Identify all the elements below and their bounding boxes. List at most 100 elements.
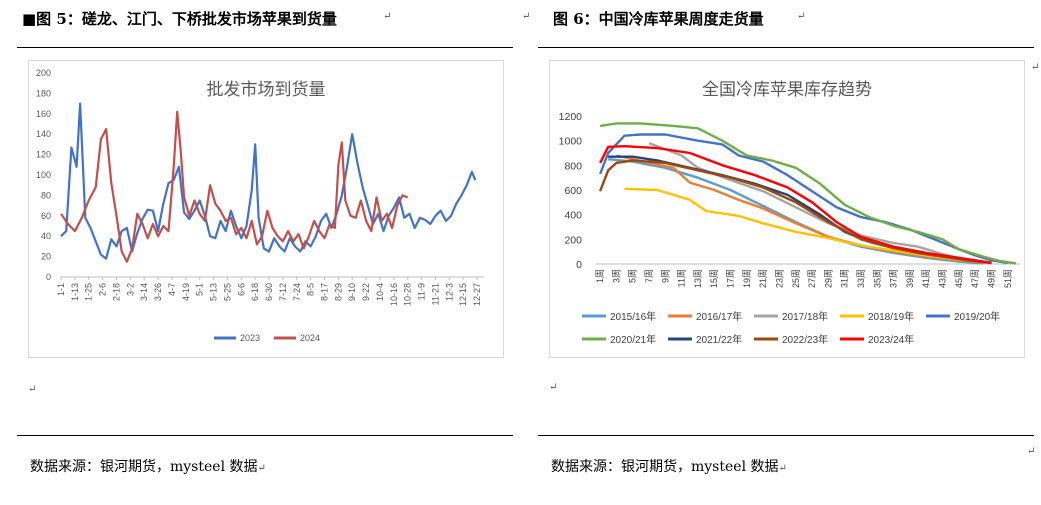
y-tick-label: 600: [564, 185, 582, 197]
x-tick-label: 6-6: [236, 283, 246, 296]
x-tick-label: 15周: [709, 269, 719, 288]
left-source-rule: [17, 435, 513, 436]
legend-label-2015/16年: 2015/16年: [610, 310, 656, 323]
y-tick-label: 140: [36, 129, 51, 139]
y-tick-label: 200: [36, 68, 51, 78]
x-tick-label: 3-2: [125, 283, 135, 296]
x-tick-label: 4-19: [181, 283, 191, 301]
x-tick-label: 49周: [986, 269, 996, 288]
series-line-2016/17年: [616, 154, 984, 264]
x-tick-label: 8-29: [333, 283, 343, 301]
y-tick-label: 800: [564, 160, 582, 172]
y-tick-label: 60: [41, 211, 51, 221]
chart-title: 全国冷库苹果库存趋势: [702, 80, 872, 99]
x-tick-label: 7-12: [278, 283, 288, 301]
series-line-2023: [60, 102, 477, 260]
x-tick-label: 35周: [872, 269, 882, 288]
x-tick-label: 1周: [595, 269, 605, 283]
x-tick-label: 4-7: [167, 283, 177, 296]
x-tick-label: 43周: [938, 269, 948, 288]
x-tick-label: 1-13: [70, 283, 80, 301]
x-tick-label: 13周: [693, 269, 703, 288]
x-tick-label: 3-14: [139, 283, 149, 301]
x-tick-label: 10-28: [403, 283, 413, 306]
series-line-2015/16年: [608, 158, 984, 265]
left-source-text: 数据来源：银河期货，mysteel 数据: [30, 459, 258, 475]
x-tick-label: 3-26: [153, 283, 163, 301]
x-tick-label: 23周: [774, 269, 784, 288]
x-tick-label: 29周: [823, 269, 833, 288]
left-source-note: 数据来源：银河期货，mysteel 数据↵: [30, 459, 266, 475]
legend-label-2016/17年: 2016/17年: [696, 310, 742, 323]
left-paragraph-mark: ↵: [383, 11, 392, 22]
x-tick-label: 47周: [970, 269, 980, 288]
x-tick-label: 45周: [954, 269, 964, 288]
left-chart-frame: 批发市场到货量 0 20 40 60 80 100 120 140 160 180 200 1-1 1-1…: [28, 60, 504, 358]
x-tick-label: 31周: [840, 269, 850, 288]
x-tick-label: 12-3: [444, 283, 454, 301]
y-tick-label: 20: [41, 252, 51, 262]
y-tick-label: 1000: [559, 136, 583, 148]
x-tick-label: 7周: [644, 269, 654, 283]
legend-label-2023/24年: 2023/24年: [868, 333, 914, 346]
y-tick-label: 1200: [559, 111, 583, 123]
right-source-rule-mark: ↵: [1027, 446, 1036, 457]
x-tick-label: 6-30: [264, 283, 274, 301]
x-tick-label: 11-21: [430, 283, 440, 305]
right-paragraph-mark: ↵: [797, 11, 806, 22]
legend-label-2021/22年: 2021/22年: [696, 333, 742, 346]
y-tick-label: 100: [36, 170, 51, 180]
x-tick-label: 7-24: [292, 283, 302, 301]
x-tick-label: 2-18: [111, 283, 121, 301]
right-column-mark: ↵: [522, 11, 531, 22]
x-tick-label: 1-1: [56, 283, 66, 296]
series-line-2023/24年: [599, 144, 992, 264]
legend-label-2020/21年: 2020/21年: [610, 333, 656, 346]
left-empty-paragraph-mark: ↵: [28, 384, 37, 395]
right-frame-mark: ↵: [1031, 62, 1040, 73]
x-tick-label: 11周: [677, 269, 687, 287]
x-tick-label: 9-10: [347, 283, 357, 301]
y-tick-label: 0: [576, 259, 582, 271]
y-tick-label: 0: [46, 272, 51, 282]
y-tick-label: 40: [41, 231, 51, 241]
legend-label-2022/23年: 2022/23年: [782, 333, 828, 346]
legend-label-2019/20年: 2019/20年: [954, 310, 1000, 323]
left-title-rule: [17, 47, 513, 48]
x-tick-label: 12-27: [472, 283, 482, 306]
x-tick-label: 39周: [905, 269, 915, 288]
y-tick-label: 200: [564, 234, 582, 246]
legend-label-2024: 2024: [300, 333, 320, 343]
x-tick-label: 8-17: [320, 283, 330, 301]
y-tick-label: 80: [41, 190, 51, 200]
chart-title: 批发市场到货量: [207, 80, 326, 99]
x-tick-label: 51周: [1003, 269, 1013, 288]
x-tick-label: 3周: [611, 269, 621, 283]
x-tick-label: 10-4: [375, 283, 385, 301]
right-source-rule: [538, 435, 1034, 436]
right-figure-title: 图 6：中国冷库苹果周度走货量: [553, 10, 764, 28]
x-tick-label: 19周: [742, 269, 752, 288]
right-chart-frame: 全国冷库苹果库存趋势 0 200 400 600 800 1000 1200 1周 3周 5周 7周 9…: [549, 60, 1025, 358]
x-tick-label: 33周: [856, 269, 866, 288]
x-tick-label: 5-13: [209, 283, 219, 301]
x-tick-label: 41周: [921, 269, 931, 288]
series-line-2017/18年: [648, 141, 992, 265]
x-tick-label: 25周: [791, 269, 801, 288]
x-tick-label: 10-16: [389, 283, 399, 306]
y-tick-label: 400: [564, 210, 582, 222]
x-tick-label: 37周: [889, 269, 899, 288]
y-tick-label: 160: [36, 109, 51, 119]
x-tick-label: 17周: [726, 269, 736, 288]
x-tick-label: 5-1: [195, 283, 205, 296]
right-source-note: 数据来源：银河期货，mysteel 数据↵: [551, 459, 787, 475]
y-tick-label: 120: [36, 150, 51, 160]
right-empty-paragraph-mark: ↵: [549, 382, 558, 393]
x-tick-label: 27周: [807, 269, 817, 288]
x-tick-label: 5周: [628, 269, 638, 283]
right-source-text: 数据来源：银河期货，mysteel 数据: [551, 459, 779, 475]
legend-label-2023: 2023: [240, 333, 260, 343]
legend-label-2018/19年: 2018/19年: [868, 310, 914, 323]
series-line-2024: [60, 110, 409, 263]
x-tick-label: 1-25: [84, 283, 94, 301]
